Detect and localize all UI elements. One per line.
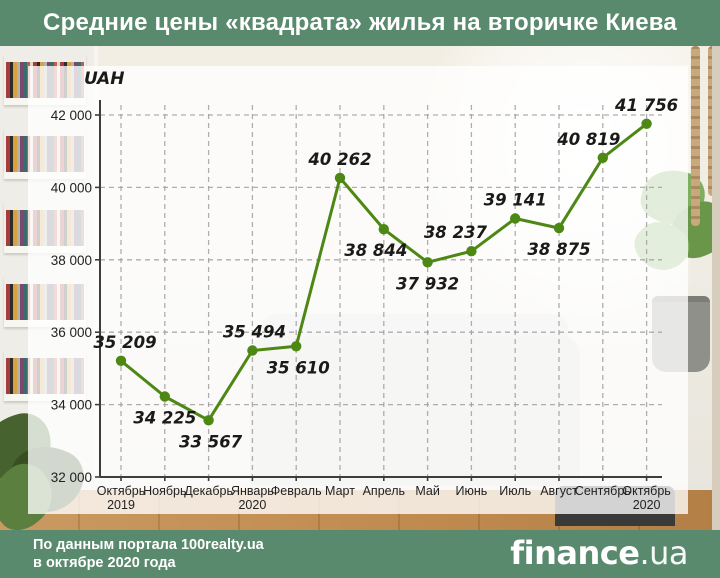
x-tick-label: Июль bbox=[499, 484, 531, 498]
x-tick-year-label: 2020 bbox=[238, 498, 266, 512]
finance-ua-logo: finance.ua bbox=[510, 534, 688, 572]
source-line-1: По данным портала 100realty.ua bbox=[33, 537, 264, 553]
x-tick-year-label: 2020 bbox=[633, 498, 661, 512]
x-tick-label: Октябрь bbox=[97, 484, 145, 498]
chart-panel bbox=[28, 66, 688, 514]
data-point-label: 37 932 bbox=[396, 274, 459, 293]
x-tick-label: Сентябрь bbox=[575, 484, 631, 498]
data-point-label: 35 494 bbox=[223, 323, 286, 342]
rope-decor bbox=[691, 46, 700, 226]
data-point-label: 38 237 bbox=[424, 223, 488, 242]
data-point bbox=[510, 213, 521, 224]
room-photo-background: 32 000 34 000 36 000 38 000 40 000 42 000 UAH О… bbox=[0, 46, 720, 530]
x-tick-label: Март bbox=[325, 484, 355, 498]
data-point bbox=[334, 172, 346, 184]
data-point bbox=[203, 415, 214, 426]
data-point-label: 38 844 bbox=[344, 241, 407, 260]
logo-word: finance bbox=[510, 534, 640, 572]
footer-bar: По данным портала 100realty.ua в октябре… bbox=[0, 530, 720, 578]
data-point-label: 39 141 bbox=[484, 191, 547, 210]
x-tick-label: Апрель bbox=[363, 484, 405, 498]
door-frame-decor bbox=[712, 46, 720, 530]
unit-label: UAH bbox=[84, 69, 124, 89]
y-tick-label: 32 000 bbox=[51, 470, 92, 485]
x-tick-label: Июнь bbox=[456, 484, 488, 498]
data-point bbox=[466, 246, 477, 257]
y-tick-label: 36 000 bbox=[51, 325, 92, 340]
data-point bbox=[641, 118, 652, 129]
data-point-label: 40 262 bbox=[307, 150, 371, 169]
data-point-label: 41 756 bbox=[614, 96, 678, 115]
logo-suffix: .ua bbox=[639, 534, 688, 572]
data-point bbox=[291, 341, 302, 352]
x-tick-label: Январь bbox=[231, 484, 274, 498]
y-tick-label: 38 000 bbox=[51, 253, 92, 268]
data-point bbox=[378, 224, 389, 235]
data-point bbox=[247, 345, 258, 356]
x-tick-label: Октябрь bbox=[622, 484, 670, 498]
y-tick-label: 34 000 bbox=[51, 398, 92, 413]
y-tick-label: 40 000 bbox=[51, 180, 92, 195]
data-point bbox=[115, 355, 127, 366]
source-line-2: в октябре 2020 года bbox=[33, 555, 176, 571]
data-source-note: По данным портала 100realty.ua в октябре… bbox=[33, 536, 264, 572]
x-tick-label: Май bbox=[415, 484, 440, 498]
data-point-label: 34 225 bbox=[133, 409, 196, 428]
x-tick-year-label: 2019 bbox=[107, 498, 135, 512]
data-point bbox=[159, 391, 170, 402]
data-point-label: 35 610 bbox=[267, 358, 330, 377]
price-line-chart: 32 000 34 000 36 000 38 000 40 000 42 000 UAH О… bbox=[51, 69, 678, 512]
data-point bbox=[422, 257, 433, 268]
data-point-label: 38 875 bbox=[527, 240, 590, 259]
data-point-label: 35 209 bbox=[93, 333, 156, 352]
x-tick-label: Август bbox=[540, 484, 578, 498]
data-point bbox=[597, 152, 608, 163]
y-tick-label: 42 000 bbox=[51, 108, 92, 123]
header-bar: Средние цены «квадрата» жилья на вторичк… bbox=[0, 0, 720, 46]
data-point-label: 40 819 bbox=[556, 130, 620, 149]
x-tick-label: Декабрь bbox=[184, 484, 233, 498]
data-point bbox=[553, 222, 565, 234]
data-point-label: 33 567 bbox=[179, 432, 243, 451]
x-tick-label: Февраль bbox=[271, 484, 322, 498]
page-title: Средние цены «квадрата» жилья на вторичк… bbox=[43, 9, 677, 36]
x-tick-label: Ноябрь bbox=[143, 484, 186, 498]
